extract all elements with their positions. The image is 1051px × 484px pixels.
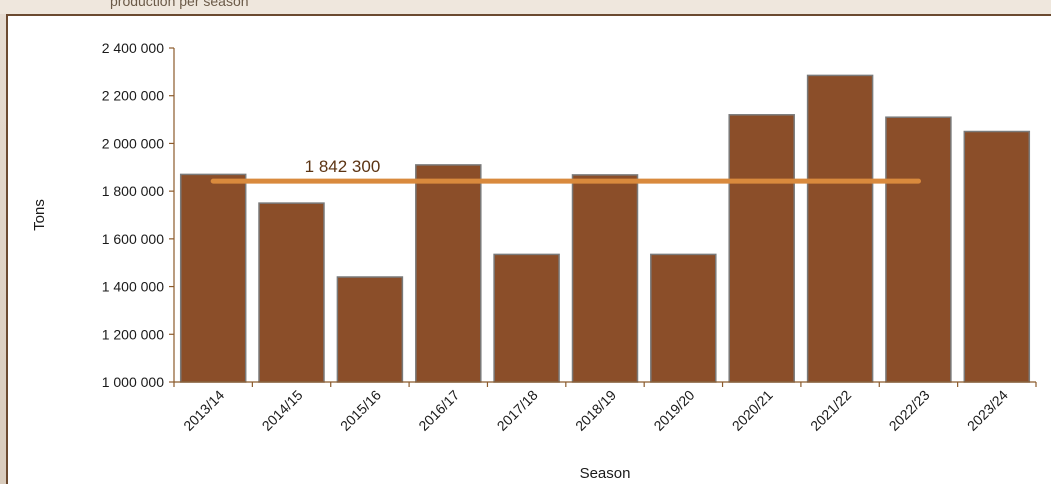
x-tick-label: 2023/24 [964, 387, 1011, 434]
bar-2021/22 [806, 74, 874, 383]
bar-2022/23 [885, 116, 952, 383]
cut-off-heading: production per season [110, 0, 249, 9]
x-tick-label: 2019/20 [650, 387, 697, 434]
y-tick-label: 1 000 000 [102, 374, 164, 390]
y-tick-label: 2 200 000 [102, 88, 164, 104]
bar-2019/20 [650, 253, 717, 383]
x-axis-title: Season [580, 465, 631, 482]
average-line-group: 1 842 300 [210, 157, 921, 184]
bar-2020/21 [728, 114, 795, 383]
x-tick-label: 2015/16 [337, 387, 384, 434]
x-tick-label: 2013/14 [180, 387, 227, 434]
bars-group [179, 74, 1031, 383]
bar-2023/24 [963, 130, 1031, 383]
y-tick-label: 2 400 000 [102, 40, 164, 56]
x-tick-label: 2021/22 [807, 387, 854, 434]
bar-2017/18 [493, 253, 560, 383]
x-tick-label: 2020/21 [729, 387, 776, 434]
bar-chart: 1 842 300 1 000 000 1 200 000 1 400 000 1 6… [31, 40, 1037, 482]
y-axis-title: Tons [31, 199, 48, 231]
y-tick-label: 1 400 000 [102, 279, 164, 295]
bar-2014/15 [258, 202, 325, 383]
axes-group [169, 47, 1037, 387]
y-tick-label: 1 600 000 [102, 231, 164, 247]
bar-2018/19 [571, 174, 639, 383]
bar-2013/14 [179, 173, 247, 383]
x-tick-label: 2017/18 [494, 387, 541, 434]
top-strip: production per season [0, 0, 1051, 14]
chart-frame: 1 842 300 1 000 000 1 200 000 1 400 000 1 6… [6, 14, 1051, 484]
y-tick-label: 1 200 000 [102, 326, 164, 342]
x-tick-label: 2014/15 [259, 387, 306, 434]
bar-2016/17 [415, 164, 482, 383]
x-tick-label: 2022/23 [886, 387, 933, 434]
average-line-label: 1 842 300 [305, 157, 381, 176]
x-tick-label: 2016/17 [415, 387, 462, 434]
y-tick-label: 1 800 000 [102, 183, 164, 199]
bar-2015/16 [336, 276, 404, 383]
y-tick-label: 2 000 000 [102, 135, 164, 151]
x-tick-label: 2018/19 [572, 387, 619, 434]
